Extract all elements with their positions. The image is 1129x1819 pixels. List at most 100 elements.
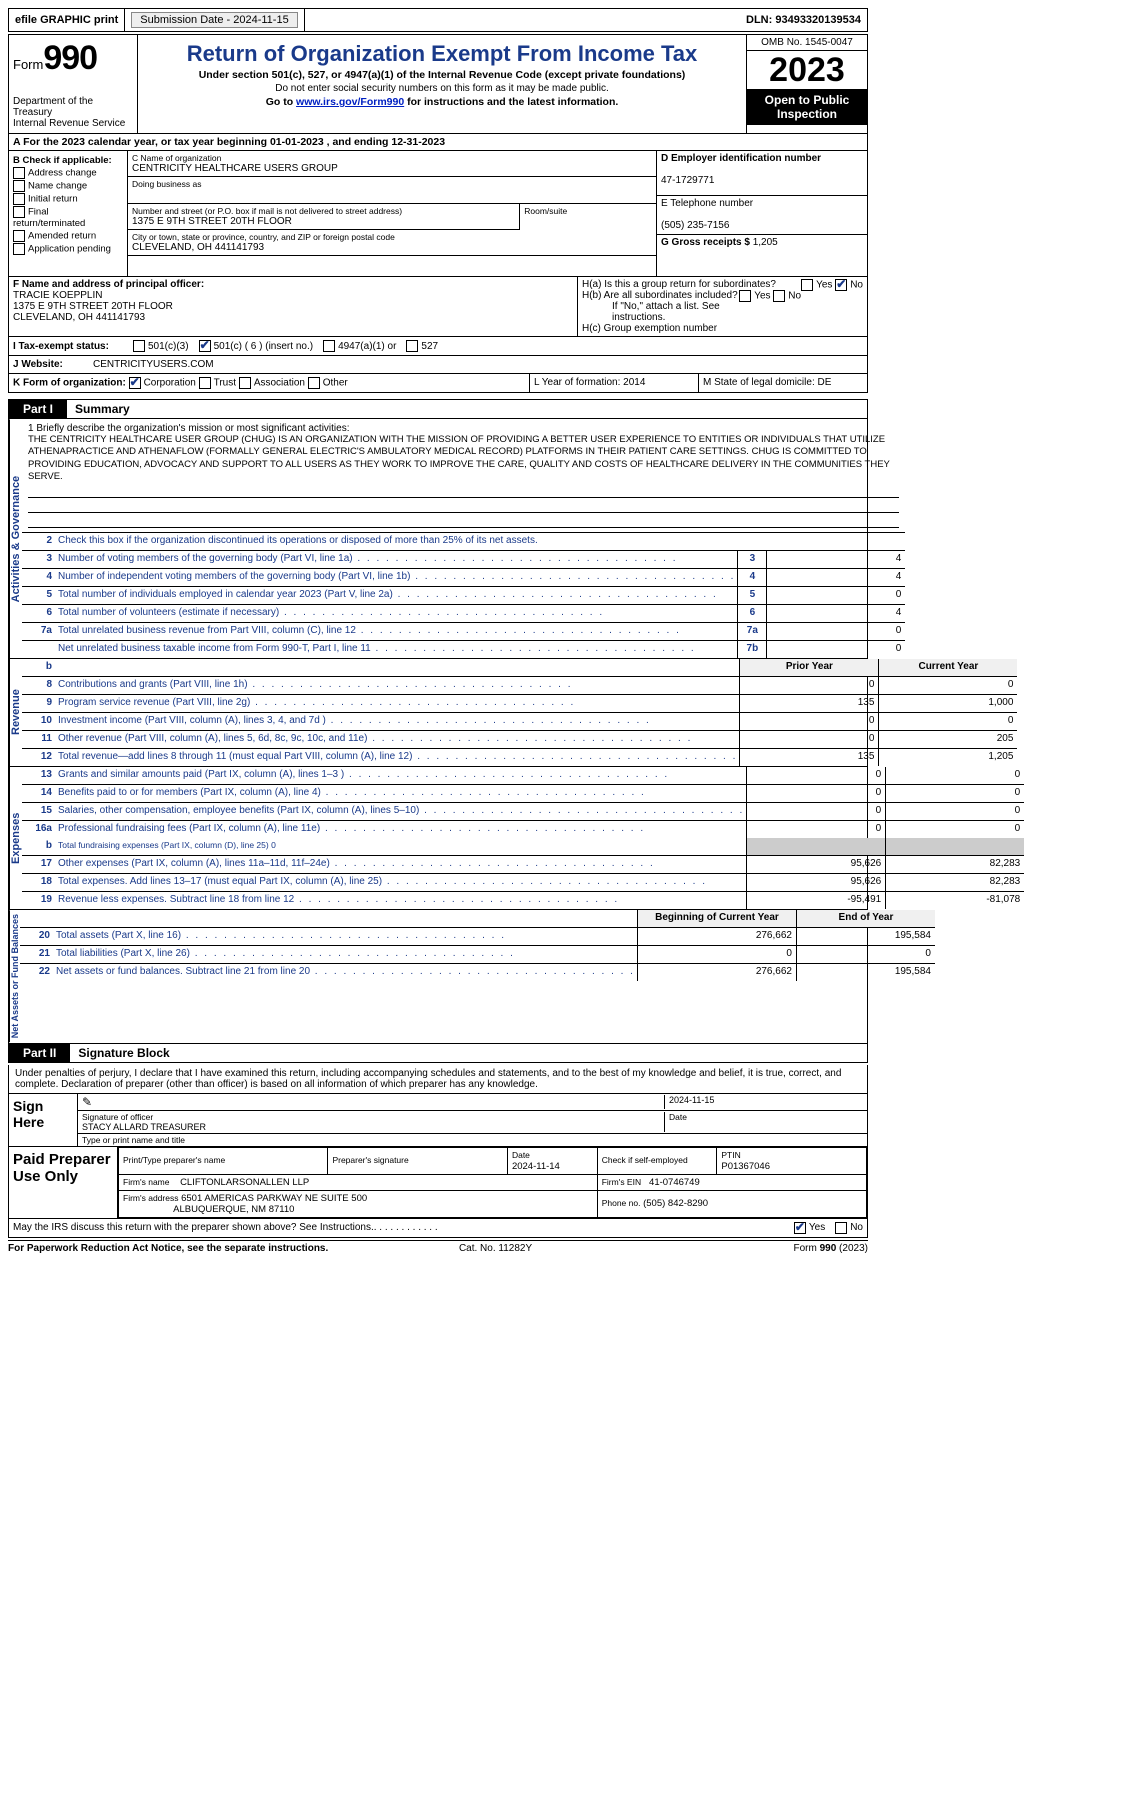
city-value: CLEVELAND, OH 441141793 bbox=[132, 242, 264, 253]
hb-row: H(b) Are all subordinates included? Yes … bbox=[582, 290, 863, 301]
website-value: CENTRICITYUSERS.COM bbox=[93, 359, 214, 370]
prep-row-1: Print/Type preparer's name Preparer's si… bbox=[119, 1147, 867, 1174]
gross-cell: G Gross receipts $ 1,205 bbox=[657, 235, 867, 250]
h-section: H(a) Is this a group return for subordin… bbox=[578, 277, 867, 336]
preparer-table: Print/Type preparer's name Preparer's si… bbox=[118, 1147, 867, 1218]
ag-body: 1 Briefly describe the organization's mi… bbox=[22, 419, 905, 658]
line-2: 2 Check this box if the organization dis… bbox=[22, 533, 905, 551]
chk-final-return[interactable]: Final return/terminated bbox=[13, 206, 123, 229]
line-16b: b Total fundraising expenses (Part IX, c… bbox=[22, 838, 1024, 856]
blank-cell bbox=[128, 256, 656, 276]
prep-sig-label: Preparer's signature bbox=[332, 1155, 408, 1165]
tax-year: 2023 bbox=[747, 51, 867, 89]
discuss-row: May the IRS discuss this return with the… bbox=[8, 1219, 868, 1238]
goto-post: for instructions and the latest informat… bbox=[404, 96, 618, 108]
ptin-label: PTIN bbox=[721, 1150, 740, 1160]
org-name-label: C Name of organization bbox=[132, 153, 652, 163]
chk-other[interactable] bbox=[308, 377, 320, 389]
chk-initial-return[interactable]: Initial return bbox=[13, 193, 123, 205]
street-cell: Number and street (or P.O. box if mail i… bbox=[128, 204, 519, 230]
irs-link[interactable]: www.irs.gov/Form990 bbox=[296, 96, 404, 108]
prep-date: 2024-11-14 bbox=[512, 1161, 560, 1172]
sign-here-label: Sign Here bbox=[9, 1094, 78, 1146]
discuss-no-chk[interactable] bbox=[835, 1222, 847, 1234]
ha-yes-chk[interactable] bbox=[801, 279, 813, 291]
row-j: J Website: CENTRICITYUSERS.COM bbox=[8, 356, 868, 374]
submission-button[interactable]: Submission Date - 2024-11-15 bbox=[131, 12, 297, 28]
line-9: 9Program service revenue (Part VIII, lin… bbox=[22, 695, 1017, 713]
header-mid: Return of Organization Exempt From Incom… bbox=[138, 35, 746, 133]
ha-row: H(a) Is this a group return for subordin… bbox=[582, 279, 863, 290]
form-title: Return of Organization Exempt From Incom… bbox=[146, 41, 738, 67]
room-cell: Room/suite bbox=[519, 204, 656, 230]
gov-line-4: 4Number of independent voting members of… bbox=[22, 569, 905, 587]
part-2-header: Part II Signature Block bbox=[8, 1044, 868, 1063]
line-8: 8Contributions and grants (Part VIII, li… bbox=[22, 677, 1017, 695]
chk-501c[interactable] bbox=[199, 340, 211, 352]
firm-addr2: ALBUQUERQUE, NM 87110 bbox=[173, 1204, 294, 1215]
chk-501c3[interactable] bbox=[133, 340, 145, 352]
officer-city: CLEVELAND, OH 441141793 bbox=[13, 312, 145, 323]
footer-cat: Cat. No. 11282Y bbox=[459, 1243, 532, 1254]
ptin-value: P01367046 bbox=[721, 1161, 770, 1172]
chk-corp[interactable] bbox=[129, 377, 141, 389]
discuss-question: May the IRS discuss this return with the… bbox=[13, 1222, 374, 1233]
chk-name-change[interactable]: Name change bbox=[13, 180, 123, 192]
preparer-row: Paid Preparer Use Only Print/Type prepar… bbox=[9, 1147, 867, 1218]
netassets-section: Net Assets or Fund Balances Beginning of… bbox=[8, 910, 868, 1043]
line-11: 11Other revenue (Part VIII, column (A), … bbox=[22, 731, 1017, 749]
self-emp-label: Check if self-employed bbox=[602, 1155, 688, 1165]
chk-527[interactable] bbox=[406, 340, 418, 352]
dba-cell: Doing business as bbox=[128, 177, 656, 204]
part-1-title: Summary bbox=[67, 400, 867, 418]
chk-assoc[interactable] bbox=[239, 377, 251, 389]
website-label: J Website: bbox=[13, 359, 93, 370]
row-k-cell: K Form of organization: Corporation Trus… bbox=[9, 374, 529, 392]
uline-1 bbox=[28, 485, 899, 498]
hc-label: H(c) Group exemption number bbox=[582, 323, 863, 334]
row-a-period: A For the 2023 calendar year, or tax yea… bbox=[8, 134, 868, 151]
vlabel-rev: Revenue bbox=[9, 659, 22, 766]
na-header-row: Beginning of Current Year End of Year bbox=[20, 910, 935, 928]
gov-line-7a: 7aTotal unrelated business revenue from … bbox=[22, 623, 905, 641]
chk-application-pending[interactable]: Application pending bbox=[13, 243, 123, 255]
org-name: CENTRICITY HEALTHCARE USERS GROUP bbox=[132, 163, 338, 174]
chk-trust[interactable] bbox=[199, 377, 211, 389]
line-17: 17Other expenses (Part IX, column (A), l… bbox=[22, 856, 1024, 874]
print-name-label: Print/Type preparer's name bbox=[123, 1155, 225, 1165]
line-16b-text: Total fundraising expenses (Part IX, col… bbox=[56, 838, 746, 855]
submission-label: Submission Date - bbox=[140, 14, 233, 26]
period-pre: A For the 2023 calendar year, or tax yea… bbox=[13, 136, 270, 148]
ha-no-chk[interactable] bbox=[835, 279, 847, 291]
omb-number: OMB No. 1545-0047 bbox=[747, 35, 867, 51]
preparer-label: Paid Preparer Use Only bbox=[9, 1147, 118, 1218]
line-16b-prior bbox=[746, 838, 885, 855]
sig-officer-label: Signature of officer bbox=[82, 1112, 664, 1122]
prep-row-2: Firm's name CLIFTONLARSONALLEN LLP Firm'… bbox=[119, 1174, 867, 1190]
row-i: I Tax-exempt status: 501(c)(3) 501(c) ( … bbox=[8, 337, 868, 356]
prior-year-hdr: Prior Year bbox=[739, 659, 878, 676]
firm-addr-label: Firm's address bbox=[123, 1193, 178, 1203]
rev-body: b Prior Year Current Year 8Contributions… bbox=[22, 659, 1017, 766]
vlabel-exp: Expenses bbox=[9, 767, 22, 909]
footer-right: Form 990 (2023) bbox=[793, 1243, 867, 1254]
dept-irs: Internal Revenue Service bbox=[13, 118, 133, 129]
chk-4947[interactable] bbox=[323, 340, 335, 352]
discuss-yes-chk[interactable] bbox=[794, 1222, 806, 1234]
dept-treasury: Department of the Treasury bbox=[13, 96, 133, 118]
chk-amended-return[interactable]: Amended return bbox=[13, 230, 123, 242]
col-d: D Employer identification number 47-1729… bbox=[656, 151, 867, 276]
line-22: 22Net assets or fund balances. Subtract … bbox=[20, 964, 935, 981]
gov-line-3: 3Number of voting members of the governi… bbox=[22, 551, 905, 569]
chk-address-change[interactable]: Address change bbox=[13, 167, 123, 179]
hb-no-chk[interactable] bbox=[773, 290, 785, 302]
footer-left: For Paperwork Reduction Act Notice, see … bbox=[8, 1243, 328, 1254]
hb-yes-chk[interactable] bbox=[739, 290, 751, 302]
row-fh: F Name and address of principal officer:… bbox=[8, 277, 868, 337]
dln-value: 93493320139534 bbox=[775, 14, 861, 26]
period-end: 12-31-2023 bbox=[391, 136, 445, 148]
firm-ein-label: Firm's EIN bbox=[602, 1177, 641, 1187]
ein-cell: D Employer identification number 47-1729… bbox=[657, 151, 867, 196]
line-19: 19Revenue less expenses. Subtract line 1… bbox=[22, 892, 1024, 909]
room-label: Room/suite bbox=[524, 206, 652, 216]
